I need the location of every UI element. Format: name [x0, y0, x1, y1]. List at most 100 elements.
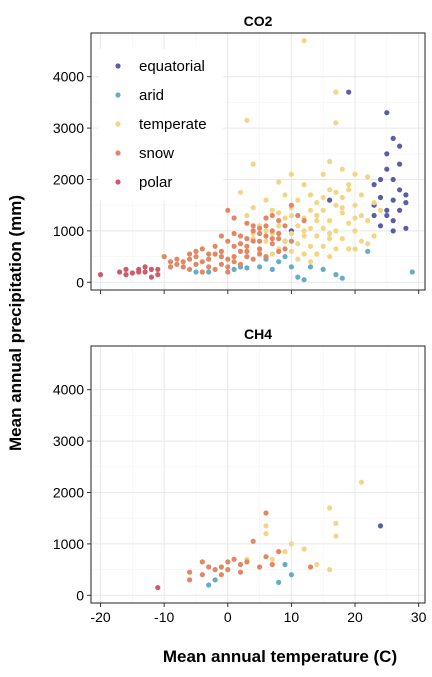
y-tick-label: 4000	[53, 69, 84, 85]
data-point-polar	[142, 264, 148, 270]
data-point-snow	[225, 269, 231, 275]
legend-item-temperate: temperate	[115, 116, 207, 133]
data-point-snow	[218, 261, 224, 267]
data-point-snow	[269, 236, 275, 242]
data-point-arid	[301, 277, 307, 283]
legend-item-arid: arid	[115, 87, 164, 104]
data-point-snow	[206, 264, 212, 270]
legend-swatch	[115, 150, 121, 156]
data-point-snow	[244, 559, 250, 565]
data-point-temperate	[333, 228, 339, 234]
data-point-arid	[276, 579, 282, 586]
data-point-temperate	[237, 189, 244, 195]
data-point-temperate	[301, 233, 307, 239]
data-point-temperate	[365, 174, 371, 180]
panel-title: CH4	[244, 326, 272, 342]
data-point-snow	[237, 241, 244, 247]
data-point-snow	[295, 212, 301, 219]
data-point-snow	[269, 561, 275, 568]
data-point-snow	[250, 228, 256, 234]
data-point-snow	[231, 259, 237, 265]
data-point-snow	[276, 230, 282, 237]
data-point-snow	[269, 212, 275, 219]
legend-label: polar	[139, 174, 172, 191]
data-point-temperate	[263, 228, 269, 234]
legend: equatorial arid temperate snow polar	[98, 49, 223, 201]
panel-border	[90, 32, 426, 291]
data-point-polar	[155, 585, 161, 591]
data-point-temperate	[320, 225, 326, 231]
data-point-temperate	[358, 238, 364, 244]
data-point-snow	[167, 259, 174, 265]
data-point-temperate	[327, 218, 333, 224]
data-point-snow	[269, 241, 275, 247]
data-point-arid	[231, 266, 237, 272]
data-point-polar	[148, 274, 154, 280]
data-point-snow	[174, 256, 180, 262]
data-point-snow	[244, 236, 250, 242]
data-point-arid	[276, 259, 282, 265]
data-point-temperate	[352, 215, 358, 221]
data-point-snow	[231, 230, 237, 237]
data-point-temperate	[320, 171, 326, 177]
data-point-arid	[295, 274, 301, 280]
data-point-snow	[231, 243, 237, 249]
data-point-snow	[276, 218, 282, 224]
legend-swatch	[115, 92, 121, 98]
y-tick-label: 3000	[53, 433, 84, 449]
data-point-snow	[288, 238, 294, 244]
data-point-temperate	[320, 194, 326, 201]
panel-ch4: CH4 0 1000 2000 3000 4000 -20 -10 0 10 20 30	[53, 326, 427, 625]
data-point-temperate	[327, 254, 333, 260]
y-tick-label: 3000	[53, 120, 84, 136]
data-point-equatorial	[390, 228, 396, 234]
data-point-arid	[244, 265, 250, 271]
data-point-snow	[257, 251, 263, 257]
data-point-temperate	[269, 556, 275, 562]
data-point-snow	[167, 264, 174, 270]
data-point-equatorial	[397, 143, 403, 149]
y-tick-label: 2000	[53, 171, 84, 187]
data-point-temperate	[301, 251, 307, 257]
data-point-arid	[206, 269, 212, 275]
data-point-snow	[307, 564, 314, 570]
data-point-temperate	[301, 228, 307, 234]
data-point-temperate	[282, 549, 288, 555]
data-point-equatorial	[371, 212, 377, 219]
data-point-equatorial	[377, 194, 384, 201]
data-point-snow	[187, 569, 193, 575]
legend-label: snow	[139, 145, 174, 162]
data-point-temperate	[307, 192, 314, 198]
data-point-snow	[225, 559, 231, 565]
data-point-snow	[263, 554, 269, 560]
data-point-temperate	[269, 207, 275, 213]
panel-title: CO2	[244, 13, 273, 29]
data-point-arid	[333, 272, 339, 278]
legend-label: temperate	[139, 116, 207, 133]
data-point-equatorial	[397, 161, 403, 167]
data-point-temperate	[327, 236, 333, 242]
legend-swatch	[115, 179, 121, 185]
data-point-temperate	[282, 215, 288, 221]
data-point-equatorial	[377, 523, 384, 529]
data-point-temperate	[301, 38, 307, 44]
data-point-snow	[193, 248, 199, 254]
data-point-snow	[193, 254, 199, 260]
data-point-temperate	[339, 210, 345, 216]
data-point-snow	[161, 254, 167, 260]
data-point-snow	[218, 564, 224, 570]
data-point-equatorial	[403, 200, 409, 206]
x-axis-title: Mean annual temperature (C)	[163, 647, 397, 666]
data-point-temperate	[307, 207, 314, 213]
data-point-snow	[263, 510, 269, 516]
data-point-temperate	[352, 171, 358, 177]
data-point-equatorial	[384, 151, 390, 157]
data-point-equatorial	[384, 207, 390, 213]
data-point-temperate	[282, 238, 288, 244]
data-point-temperate	[333, 120, 339, 126]
data-point-temperate	[358, 212, 364, 219]
data-point-temperate	[333, 202, 339, 208]
data-point-temperate	[282, 192, 288, 198]
data-point-snow	[225, 207, 231, 213]
data-point-temperate	[295, 223, 301, 229]
